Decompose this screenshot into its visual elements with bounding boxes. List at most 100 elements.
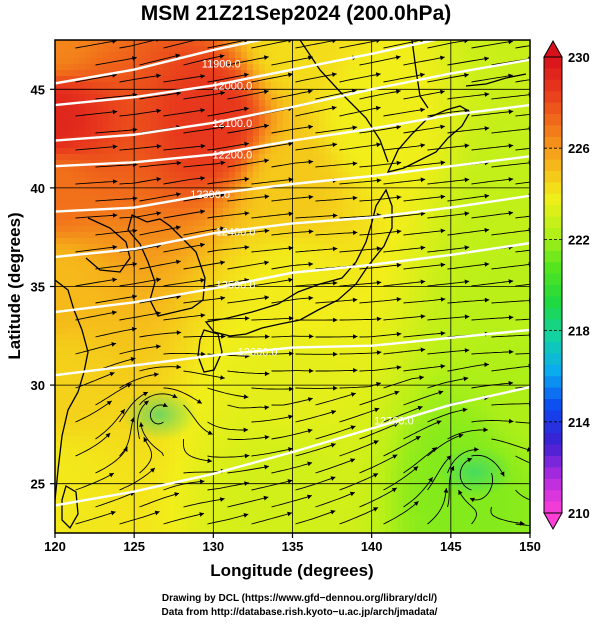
field-cell (121, 154, 128, 161)
field-cell (373, 490, 380, 497)
field-cell (259, 262, 266, 269)
field-cell (271, 142, 278, 149)
field-cell (337, 346, 344, 353)
field-cell (73, 220, 80, 227)
field-cell (217, 172, 224, 179)
field-cell (55, 292, 62, 299)
field-cell (337, 364, 344, 371)
field-cell (409, 292, 416, 299)
field-cell (157, 250, 164, 257)
field-cell (385, 220, 392, 227)
field-cell (373, 400, 380, 407)
field-cell (295, 364, 302, 371)
field-cell (331, 502, 338, 509)
field-cell (199, 466, 206, 473)
field-cell (217, 76, 224, 83)
field-cell (379, 448, 386, 455)
field-cell (355, 514, 362, 521)
field-cell (283, 310, 290, 317)
field-cell (61, 190, 68, 197)
field-cell (409, 388, 416, 395)
field-cell (349, 184, 356, 191)
field-cell (61, 160, 68, 167)
field-cell (103, 256, 110, 263)
field-cell (367, 502, 374, 509)
field-cell (373, 412, 380, 419)
field-cell (343, 40, 350, 47)
field-cell (145, 454, 152, 461)
field-cell (223, 268, 230, 275)
field-cell (79, 316, 86, 323)
field-cell (301, 130, 308, 137)
field-cell (103, 454, 110, 461)
field-cell (121, 100, 128, 107)
field-cell (91, 394, 98, 401)
field-cell (343, 340, 350, 347)
field-cell (307, 250, 314, 257)
field-cell (97, 472, 104, 479)
field-cell (397, 46, 404, 53)
field-cell (67, 244, 74, 251)
field-cell (61, 166, 68, 173)
field-cell (325, 154, 332, 161)
field-cell (391, 448, 398, 455)
field-cell (271, 100, 278, 107)
field-cell (175, 286, 182, 293)
field-cell (319, 202, 326, 209)
field-cell (409, 268, 416, 275)
field-cell (343, 76, 350, 83)
field-cell (151, 172, 158, 179)
field-cell (175, 70, 182, 77)
field-cell (385, 334, 392, 341)
field-cell (373, 466, 380, 473)
field-cell (229, 118, 236, 125)
field-cell (217, 472, 224, 479)
field-cell (211, 58, 218, 65)
field-cell (223, 82, 230, 89)
field-cell (181, 370, 188, 377)
field-cell (397, 160, 404, 167)
field-cell (409, 370, 416, 377)
field-cell (157, 220, 164, 227)
field-cell (79, 106, 86, 113)
field-cell (145, 238, 152, 245)
field-cell (61, 478, 68, 485)
field-cell (259, 304, 266, 311)
field-cell (337, 124, 344, 131)
field-cell (397, 202, 404, 209)
field-cell (91, 52, 98, 59)
field-cell (253, 46, 260, 53)
field-cell (319, 514, 326, 521)
field-cell (373, 322, 380, 329)
field-cell (97, 82, 104, 89)
field-cell (157, 166, 164, 173)
field-cell (85, 58, 92, 65)
field-cell (277, 268, 284, 275)
field-cell (295, 154, 302, 161)
field-cell (403, 466, 410, 473)
field-cell (391, 136, 398, 143)
field-cell (319, 346, 326, 353)
field-cell (199, 76, 206, 83)
field-cell (199, 334, 206, 341)
field-cell (175, 520, 182, 527)
field-cell (229, 412, 236, 419)
field-cell (415, 88, 422, 95)
field-cell (313, 244, 320, 251)
field-cell (379, 478, 386, 485)
field-cell (109, 400, 116, 407)
field-cell (379, 400, 386, 407)
field-cell (229, 226, 236, 233)
field-cell (133, 292, 140, 299)
field-cell (361, 280, 368, 287)
field-cell (301, 460, 308, 467)
field-cell (55, 244, 62, 251)
field-cell (277, 250, 284, 257)
field-cell (91, 478, 98, 485)
field-cell (205, 118, 212, 125)
field-cell (205, 262, 212, 269)
field-cell (97, 208, 104, 215)
field-cell (247, 124, 254, 131)
field-cell (385, 64, 392, 71)
field-cell (361, 130, 368, 137)
